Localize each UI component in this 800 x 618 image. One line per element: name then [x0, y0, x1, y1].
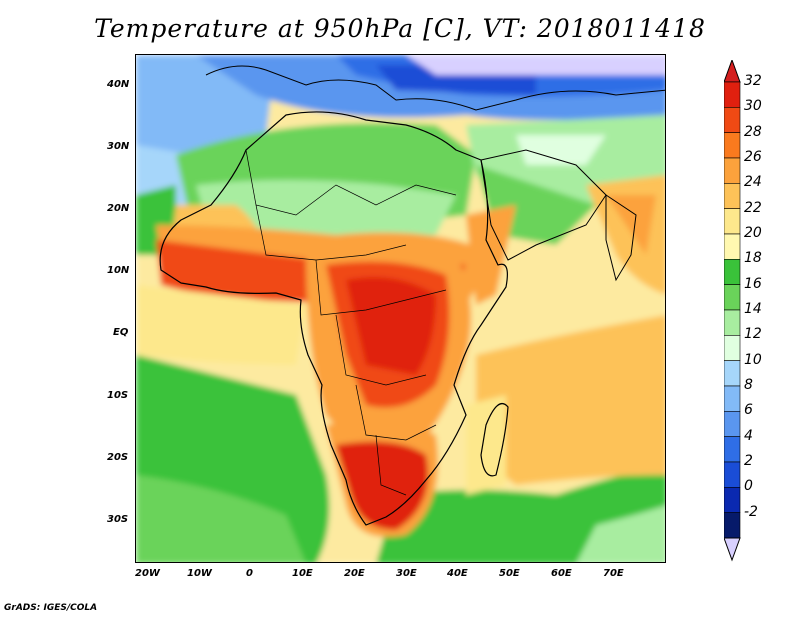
colorbar-swatch [724, 385, 741, 412]
colorbar-swatch [724, 309, 741, 336]
lon-label-30e: 30E [396, 568, 417, 579]
colorbar-label: 2 [744, 453, 753, 469]
colorbar-label: 6 [744, 402, 753, 419]
colorbar-label: 20 [744, 225, 762, 241]
colorbar-swatch [724, 335, 741, 361]
lon-label-40e: 40E [447, 568, 468, 579]
colorbar-label: 26 [744, 149, 762, 165]
colorbar-swatch [724, 512, 741, 539]
colorbar-label: 22 [744, 199, 762, 216]
colorbar-swatch [724, 157, 741, 184]
colorbar [724, 60, 741, 562]
map-title: Temperature at 950hPa [C], VT: 201801141… [94, 14, 706, 43]
lat-label-20s: 20S [107, 452, 129, 463]
colorbar-over-triangle [724, 60, 741, 83]
colorbar-swatch [724, 208, 741, 235]
colorbar-swatch [724, 132, 741, 159]
colorbar-swatch [724, 233, 741, 260]
lon-label-0: 0 [246, 568, 253, 579]
colorbar-swatch [724, 81, 741, 108]
colorbar-swatch [724, 183, 741, 209]
lon-label-10e: 10E [292, 568, 313, 579]
colorbar-swatch [724, 360, 741, 387]
colorbar-swatch [724, 107, 741, 133]
colorbar-swatch [724, 411, 741, 437]
colorbar-under-triangle [724, 537, 741, 562]
lat-label-10s: 10S [107, 390, 129, 401]
colorbar-label: 28 [744, 123, 762, 140]
colorbar-label: 24 [744, 174, 762, 191]
colorbar-swatch [724, 461, 741, 488]
colorbar-swatch [724, 436, 741, 463]
colorbar-swatch [724, 259, 741, 285]
lat-label-10n: 10N [107, 265, 130, 276]
lon-label-50e: 50E [499, 568, 520, 579]
colorbar-swatch [724, 487, 741, 513]
colorbar-label: 14 [744, 301, 762, 317]
lat-label-30n: 30N [107, 141, 130, 152]
colorbar-label: 4 [744, 427, 753, 444]
lon-label-60e: 60E [551, 568, 572, 579]
lat-label-20n: 20N [107, 203, 130, 214]
colorbar-label: 10 [744, 351, 762, 368]
colorbar-label: 12 [744, 326, 762, 343]
lat-label-eq: EQ [113, 327, 129, 338]
lon-label-20e: 20E [344, 568, 365, 579]
credit-text: GrADS: IGES/COLA [4, 603, 98, 613]
colorbar-label: 16 [744, 275, 762, 292]
lon-label-10w: 10W [187, 568, 212, 579]
lon-label-70e: 70E [603, 568, 624, 579]
colorbar-swatch [724, 284, 741, 311]
colorbar-label: 30 [744, 98, 762, 115]
colorbar-label: 18 [744, 250, 762, 267]
temperature-map [135, 54, 666, 563]
lat-label-30s: 30S [107, 514, 129, 525]
colorbar-label: 0 [744, 478, 753, 495]
colorbar-label: 32 [744, 73, 762, 89]
lat-label-40n: 40N [107, 79, 130, 90]
colorbar-label: 8 [744, 377, 753, 393]
temperature-field [136, 55, 665, 562]
colorbar-label: -2 [744, 503, 758, 520]
lon-label-20w: 20W [135, 568, 160, 579]
